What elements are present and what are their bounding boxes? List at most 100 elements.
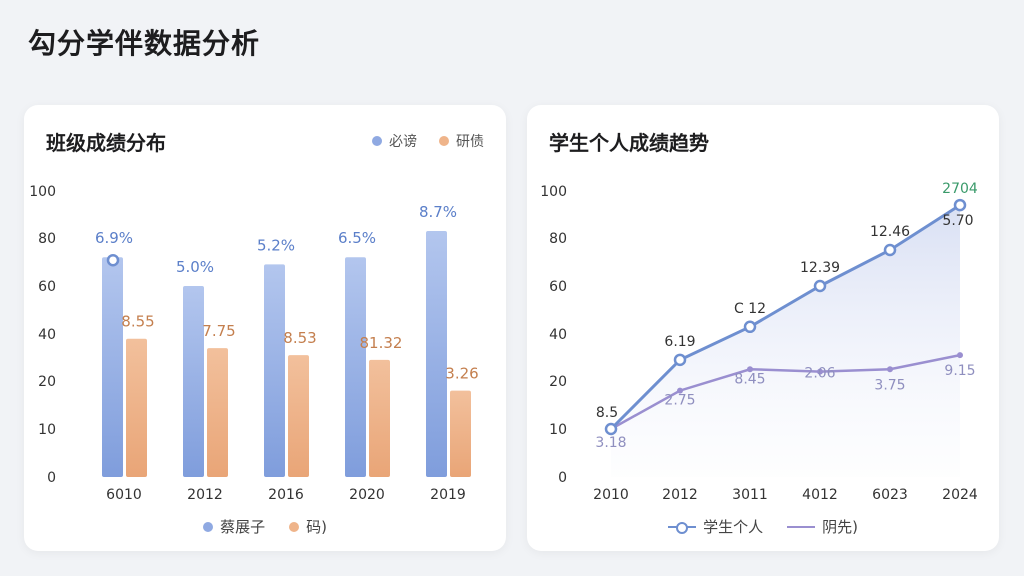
line-y-tick: 20 xyxy=(549,374,567,390)
purple-point xyxy=(887,366,893,373)
bar-blue xyxy=(426,230,447,477)
bar-x-tick: 2019 xyxy=(430,487,466,503)
blue-point-label: 12.39 xyxy=(800,260,840,276)
blue-point xyxy=(604,422,618,436)
bar-blue xyxy=(102,257,123,477)
line-legend-label-1: 学生个人 xyxy=(703,518,764,536)
student-score-trend-card: 学生个人成绩趋势 100 80 60 40 20 10 0 2010 2012 3011 4012 6… xyxy=(527,105,999,551)
line-x-tick: 2012 xyxy=(662,487,698,503)
bar-chart-title: 班级成绩分布 xyxy=(46,131,166,155)
line-x-tick: 2010 xyxy=(593,487,629,503)
last-point-extra-label: 2704 xyxy=(942,181,978,197)
bar-y-tick: 0 xyxy=(47,470,56,486)
bar-blue-label: 6.5% xyxy=(338,229,376,247)
bar-orange xyxy=(207,348,228,477)
bar-blue xyxy=(264,264,285,477)
bar-x-tick: 2020 xyxy=(349,487,385,503)
bar-orange xyxy=(450,390,471,477)
line-x-tick: 6023 xyxy=(872,487,908,503)
bar-blue-label: 5.0% xyxy=(176,258,214,276)
bar-y-tick: 40 xyxy=(38,327,56,343)
page-title: 勾分学伴数据分析 xyxy=(28,27,261,60)
bar-y-tick: 20 xyxy=(38,374,56,390)
purple-point xyxy=(817,368,823,375)
purple-point-label: 9.15 xyxy=(944,363,975,379)
line-y-tick: 60 xyxy=(549,279,567,295)
bar-blue-label: 6.9% xyxy=(95,229,133,247)
bar-x-tick: 2012 xyxy=(187,487,223,503)
line-legend-marker-blue xyxy=(668,521,697,534)
bar-orange xyxy=(126,338,147,477)
bar-highlight-marker xyxy=(106,253,120,267)
blue-point xyxy=(673,353,687,367)
legend-item-series-1[interactable]: 必谤 xyxy=(372,131,417,151)
line-chart-title: 学生个人成绩趋势 xyxy=(549,131,709,155)
bar-chart-bottom-legend: 蔡展子 码) xyxy=(24,516,506,537)
line-x-tick: 4012 xyxy=(802,487,838,503)
bar-blue xyxy=(345,257,366,477)
series-line-purple xyxy=(610,353,961,431)
legend-label-series-1: 必谤 xyxy=(389,134,417,150)
line-y-tick: 0 xyxy=(558,470,567,486)
bar-blue-label: 8.7% xyxy=(419,203,457,221)
blue-point xyxy=(743,320,757,334)
purple-point-label: 2.06 xyxy=(804,366,835,382)
legend-dot-blue xyxy=(372,136,382,146)
bottom-legend-dot-blue xyxy=(203,521,214,532)
legend-dot-orange xyxy=(439,136,449,146)
line-legend-marker-purple xyxy=(787,522,816,532)
legend-item-series-2[interactable]: 研债 xyxy=(439,131,484,151)
bar-chart-top-legend: 必谤 研债 xyxy=(372,131,484,151)
bottom-legend-label-2: 码) xyxy=(306,518,327,536)
purple-point-label: 8.45 xyxy=(734,371,765,387)
line-y-tick: 40 xyxy=(549,327,567,343)
bar-orange-label: 81.32 xyxy=(360,334,403,352)
bar-orange-label: 8.53 xyxy=(283,329,316,347)
blue-point xyxy=(883,243,897,257)
bar-blue-label: 5.2% xyxy=(257,236,295,254)
class-score-distribution-card: 班级成绩分布 必谤 研债 100 80 60 40 20 10 0 6010 2012 2016 2… xyxy=(24,105,506,551)
line-legend-label-2: 阴先) xyxy=(822,518,858,536)
blue-point-label: C 12 xyxy=(734,301,766,317)
line-area-fill xyxy=(611,205,960,477)
blue-point-label: 12.46 xyxy=(870,224,910,240)
bar-blue xyxy=(183,286,204,477)
purple-point-label: 3.18 xyxy=(595,435,626,451)
bar-y-tick: 10 xyxy=(38,422,56,438)
bottom-legend-label-1: 蔡展子 xyxy=(220,518,266,536)
line-x-tick: 3011 xyxy=(732,487,768,503)
bar-y-tick: 100 xyxy=(29,184,56,200)
legend-label-series-2: 研债 xyxy=(456,134,484,150)
purple-point-label: 2.75 xyxy=(664,393,695,409)
purple-point-label: 3.75 xyxy=(874,377,905,393)
line-y-tick: 80 xyxy=(549,231,567,247)
blue-point xyxy=(953,198,967,212)
line-y-tick: 100 xyxy=(540,184,567,200)
purple-point xyxy=(677,387,683,394)
line-legend-item-2[interactable]: 阴先) xyxy=(787,516,858,537)
bottom-legend-item-2[interactable]: 码) xyxy=(289,516,327,537)
line-x-tick: 2024 xyxy=(942,487,978,503)
bar-y-tick: 80 xyxy=(38,231,56,247)
blue-point xyxy=(813,279,827,293)
line-legend-item-1[interactable]: 学生个人 xyxy=(668,516,763,537)
bottom-legend-dot-orange xyxy=(289,521,300,532)
line-y-tick: 10 xyxy=(549,422,567,438)
bar-x-tick: 6010 xyxy=(106,487,142,503)
bar-orange-label: 8.55 xyxy=(121,313,154,331)
bar-y-tick: 60 xyxy=(38,279,56,295)
bar-x-tick: 2016 xyxy=(268,487,304,503)
blue-point-label: 6.19 xyxy=(664,334,695,350)
purple-point xyxy=(747,366,753,373)
bottom-legend-item-1[interactable]: 蔡展子 xyxy=(203,516,265,537)
line-chart-bottom-legend: 学生个人 阴先) xyxy=(527,516,999,537)
blue-point-label: 5.70 xyxy=(942,213,973,229)
purple-point xyxy=(957,352,963,359)
series-line-blue xyxy=(609,203,961,431)
bar-orange-label: 3.26 xyxy=(445,365,478,383)
blue-point-label: 8.5 xyxy=(596,405,618,421)
bar-orange xyxy=(369,359,390,477)
bar-orange-label: 7.75 xyxy=(202,322,235,340)
